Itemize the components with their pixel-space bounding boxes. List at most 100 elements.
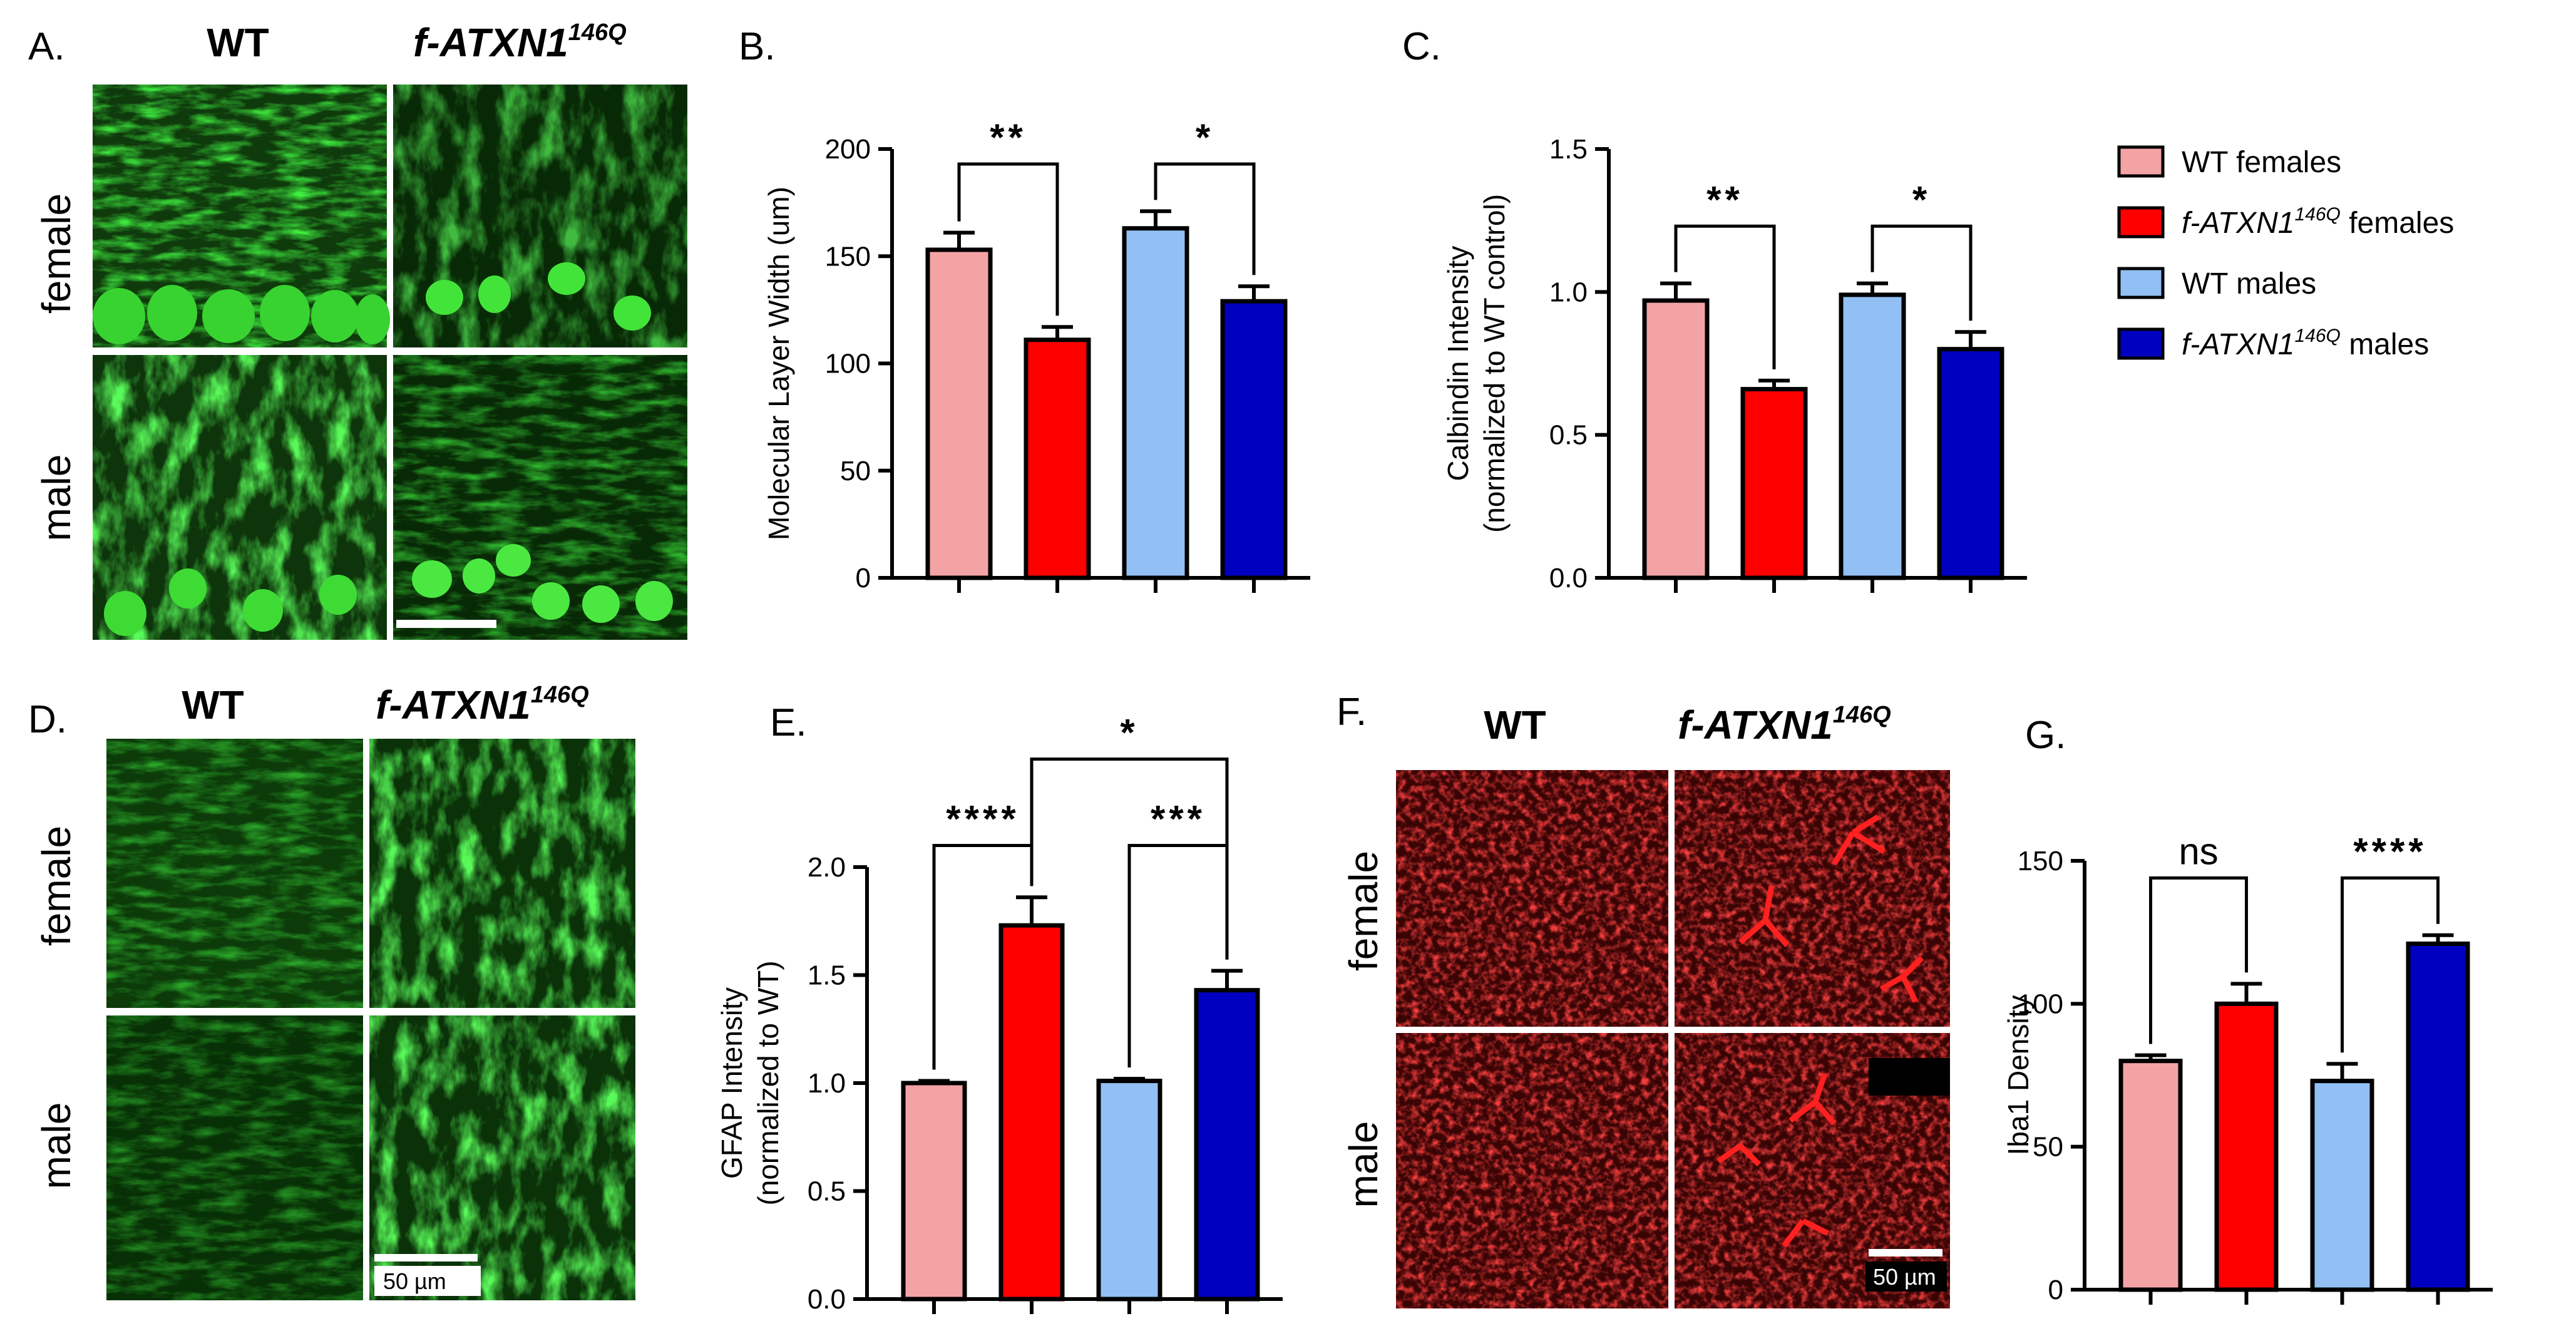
error-bar: [1140, 209, 1171, 229]
y-tick-label: 150: [2018, 846, 2063, 876]
y-tick-label: 1.5: [1549, 134, 1588, 165]
y-tick-label: 2.0: [808, 852, 846, 883]
y-tick-label: 0.0: [1549, 563, 1588, 593]
y-tick-label: 1.0: [1549, 277, 1588, 307]
y-tick-label: 0.5: [1549, 420, 1588, 451]
micrograph-f-mut-female: [1675, 770, 1950, 1027]
scale-bar-f: [1869, 1249, 1942, 1256]
y-tick-label: 100: [825, 349, 871, 379]
scale-bar-d-label: 50 µm: [383, 1268, 446, 1294]
y-axis-label: (normalized to WT control): [1478, 194, 1511, 533]
error-bar: [1016, 895, 1047, 926]
y-tick-label: 100: [2018, 989, 2063, 1019]
panel-a-row-male: male: [34, 455, 79, 542]
y-tick-label: 1.5: [808, 960, 846, 991]
significance-bracket: [1674, 224, 1776, 369]
micrograph-a-mut-male: [393, 355, 687, 640]
panel-d: D. WT f-ATXN1146Q female male 50 µm: [28, 682, 635, 1300]
error-bar: [1955, 330, 1986, 349]
y-tick-label: 150: [825, 241, 871, 272]
panel-g-label: G.: [2025, 714, 2066, 757]
legend-swatch: [2117, 145, 2165, 178]
significance-bracket: [2341, 876, 2440, 1053]
error-bar: [2422, 933, 2454, 944]
legend-swatch: [2117, 327, 2165, 360]
chart-c: 0.0 0.5 1.0 1.5 Calbindin Intensity (normaliz…: [1442, 134, 2027, 593]
micrograph-f-wt-male: [1396, 1033, 1668, 1308]
micrograph-a-wt-male: [93, 355, 387, 640]
micrograph-a-wt-female: [93, 85, 390, 347]
significance-bracket: [1030, 758, 1229, 960]
bar: [1220, 299, 1288, 580]
legend: WT females f-ATXN1146Q females WT males f-A…: [2117, 145, 2454, 361]
panel-b-label: B.: [739, 25, 776, 68]
legend-swatch: [2117, 267, 2165, 299]
y-tick-label: 0: [856, 563, 871, 593]
error-bar: [1660, 281, 1691, 301]
y-tick-label: 50: [2033, 1132, 2063, 1163]
bar: [1642, 298, 1710, 580]
scale-bar-d-label-box: [374, 1266, 481, 1296]
error-bar: [2135, 1053, 2167, 1061]
y-axis-label: GFAP Intensity: [716, 987, 748, 1179]
panel-c-label: C.: [1402, 25, 1441, 68]
error-bar: [2230, 982, 2262, 1004]
micrograph-d-wt-female: [106, 739, 363, 1008]
legend-label: f-ATXN1146Q females: [2182, 204, 2454, 240]
chart-e: 0.0 0.5 1.0 1.5 2.0 GFAP Intensity (normalized…: [716, 712, 1283, 1315]
bar: [2214, 1001, 2279, 1292]
panel-f-col-wt: WT: [1484, 702, 1546, 748]
panel-f-row-female: female: [1341, 851, 1386, 971]
bar: [901, 1081, 967, 1302]
significance-label: **: [990, 116, 1027, 158]
panel-d-row-male: male: [34, 1102, 79, 1190]
error-bar: [918, 1079, 950, 1083]
panel-f-row-male: male: [1341, 1121, 1386, 1208]
bar: [1937, 347, 2004, 580]
significance-bracket: [1154, 162, 1256, 275]
panel-f-col-mut: f-ATXN1146Q: [1678, 702, 1891, 748]
bar: [2118, 1059, 2183, 1292]
panel-d-col-wt: WT: [182, 682, 244, 727]
y-axis-label: (normalized to WT): [752, 960, 784, 1205]
bar: [998, 923, 1065, 1302]
significance-label: *: [1196, 116, 1214, 158]
scale-bar-a: [396, 620, 496, 628]
bar: [1122, 226, 1189, 580]
significance-label: **: [1706, 178, 1743, 220]
significance-label: *: [1120, 712, 1138, 754]
panel-a-label: A.: [28, 25, 65, 68]
y-axis-label: Molecular Layer Width (um): [762, 187, 795, 540]
y-tick-label: 0: [2048, 1275, 2063, 1305]
significance-label: ***: [1151, 798, 1206, 840]
y-axis-label: Iba1 Density: [2002, 995, 2035, 1156]
significance-bracket: [1870, 224, 1973, 321]
panel-a-col-wt: WT: [207, 20, 269, 65]
micrograph-f-mut-male: 50 µm: [1675, 1033, 1950, 1308]
y-axis-label: Calbindin Intensity: [1442, 246, 1474, 481]
y-tick-label: 0.5: [808, 1176, 846, 1207]
significance-label: ****: [2353, 830, 2426, 872]
legend-label: f-ATXN1146Q males: [2182, 326, 2429, 361]
bar: [1194, 988, 1260, 1302]
micrograph-f-wt-female: [1396, 770, 1668, 1027]
panel-d-col-mut: f-ATXN1146Q: [376, 682, 589, 727]
bar: [925, 247, 993, 580]
significance-bracket: [957, 162, 1059, 316]
legend-label: WT males: [2182, 267, 2316, 301]
error-bar: [2326, 1062, 2358, 1081]
bar: [2406, 941, 2470, 1292]
scale-bar-d: [374, 1254, 478, 1261]
bar: [1096, 1079, 1162, 1302]
micrograph-d-mut-male: 50 µm: [369, 1015, 635, 1300]
y-tick-label: 50: [840, 456, 871, 486]
error-bar: [1114, 1077, 1145, 1081]
bar: [1839, 292, 1906, 580]
panel-f-label: F.: [1337, 691, 1367, 734]
y-tick-label: 200: [825, 134, 871, 165]
significance-label: ****: [946, 798, 1019, 840]
significance-label: *: [1912, 178, 1931, 220]
bar: [1024, 337, 1091, 580]
